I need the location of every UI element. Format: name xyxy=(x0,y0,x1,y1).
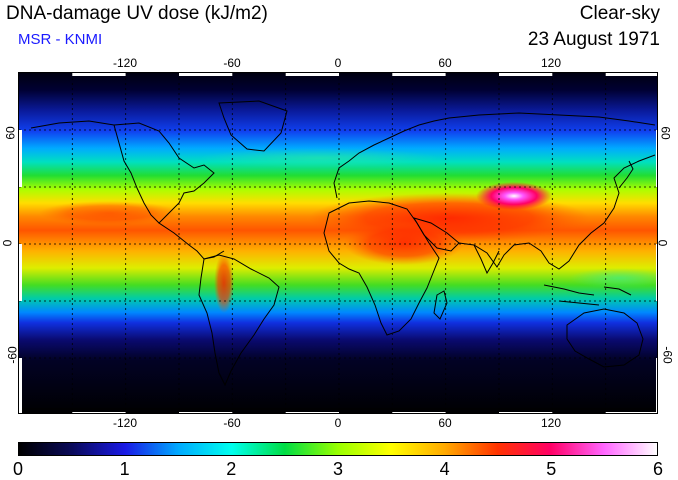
frame-bar-top-1 xyxy=(72,73,126,76)
frame-bar-bottom-3 xyxy=(285,412,339,413)
japan xyxy=(618,160,634,189)
colorbar-label-3: 3 xyxy=(332,459,344,479)
colorbar-label-2: 2 xyxy=(226,459,237,479)
sky-condition-label: Clear-sky xyxy=(579,3,660,24)
greenland xyxy=(218,100,288,152)
lon-label-bottom-120: 120 xyxy=(540,416,562,430)
frame-bar-bottom-4 xyxy=(392,412,446,413)
frame-bar-top-2 xyxy=(179,73,233,76)
colorbar-label-4: 4 xyxy=(439,459,450,479)
frame-bar-bottom-1 xyxy=(72,412,126,413)
lon-label-top-120: 120 xyxy=(540,56,562,70)
lon-label-bottom-m60: -60 xyxy=(223,416,241,430)
frame-bar-right-2 xyxy=(656,244,657,301)
lat-label-right-0: 0 xyxy=(655,239,670,247)
frame-bar-top-6 xyxy=(605,73,657,76)
frame-scale-bars xyxy=(19,73,657,413)
date-label: 23 August 1971 xyxy=(527,29,660,50)
lon-label-bottom-0: 0 xyxy=(334,416,342,430)
africa-coast xyxy=(323,200,440,336)
lat-label-left-0: 0 xyxy=(0,239,15,247)
north-america-coast xyxy=(30,120,225,260)
frame-bar-bottom-2 xyxy=(179,412,233,413)
graticule xyxy=(19,73,657,413)
asia-south-coast xyxy=(458,154,656,270)
lat-label-right-m60: -60 xyxy=(660,346,675,364)
india xyxy=(473,244,500,275)
sahara-high-uv xyxy=(344,221,464,265)
frame-bar-bottom-6 xyxy=(605,412,657,413)
frame-bar-bottom-5 xyxy=(499,412,553,413)
pacific-low-uv xyxy=(569,268,657,288)
frame-bar-right-1 xyxy=(656,130,657,187)
north-atlantic-band xyxy=(199,148,439,168)
andes-high-uv xyxy=(214,253,234,313)
colorbar-label-6: 6 xyxy=(652,459,664,479)
south-america-coast xyxy=(198,254,280,387)
australia-coast xyxy=(566,308,644,368)
frame-bar-top-5 xyxy=(499,73,553,76)
arabia-coast xyxy=(412,217,460,252)
madagascar xyxy=(433,290,448,320)
frame-bar-left-2 xyxy=(19,244,22,301)
north-america-west-coast xyxy=(113,124,160,224)
europe-coast xyxy=(333,117,450,199)
lon-label-top-m60: -60 xyxy=(223,56,241,70)
frame-bar-right-3 xyxy=(656,358,657,413)
asia-coast xyxy=(448,112,656,126)
lat-label-right-60: 60 xyxy=(658,126,673,140)
lon-label-top-60: 60 xyxy=(438,56,452,70)
indonesia xyxy=(543,284,632,306)
lon-label-bottom-m120: -120 xyxy=(112,416,138,430)
lat-label-left-60: 60 xyxy=(3,126,18,140)
frame-bar-left-3 xyxy=(19,358,22,413)
colorbar-label-1: 1 xyxy=(119,459,130,479)
lon-label-bottom-60: 60 xyxy=(438,416,452,430)
colorbar xyxy=(18,442,658,456)
frame-bar-top-4 xyxy=(392,73,446,76)
lat-label-left-m60: -60 xyxy=(5,346,20,364)
uv-dose-map xyxy=(18,72,658,414)
lon-label-top-m120: -120 xyxy=(112,56,138,70)
colorbar-label-5: 5 xyxy=(546,459,557,479)
pacific-high-uv xyxy=(39,201,179,225)
tibet-peak-uv xyxy=(476,182,552,210)
uv-field xyxy=(19,73,657,413)
frame-bar-top-3 xyxy=(285,73,339,76)
lon-label-top-0: 0 xyxy=(334,56,342,70)
chart-title: DNA-damage UV dose (kJ/m2) xyxy=(6,3,268,24)
colorbar-label-0: 0 xyxy=(12,459,24,479)
source-label: MSR - KNMI xyxy=(18,31,103,48)
frame-bar-left-1 xyxy=(19,130,22,187)
uv-dose-map-graphic xyxy=(19,73,657,413)
